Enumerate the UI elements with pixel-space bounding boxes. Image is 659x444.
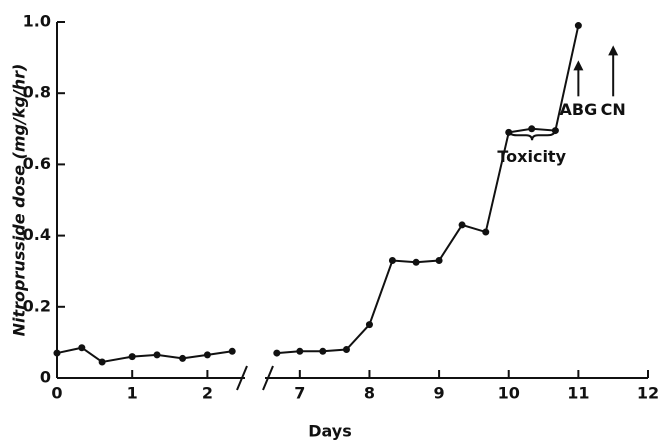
data-point [412,258,420,266]
annotation-brace [507,129,557,141]
data-point [78,344,86,352]
y-tick-label: 0.4 [23,225,51,244]
data-point [296,347,304,355]
annotation-text: Toxicity [497,147,566,166]
annotation-text: ABG [560,100,598,119]
y-tick-label: 1.0 [23,12,51,31]
data-point [574,22,582,30]
data-point [365,321,373,329]
x-tick-label: 9 [434,384,445,403]
x-tick-label: 12 [637,384,659,403]
y-tick-label: 0.8 [23,83,51,102]
y-tick-label: 0.2 [23,296,51,315]
x-tick-label: 0 [51,384,62,403]
axis-break [236,365,248,391]
data-point [153,351,161,359]
x-tick-label: 2 [202,384,213,403]
axis-break [262,365,274,391]
data-point [128,353,136,361]
annotation-arrowhead [608,45,619,56]
y-tick-label: 0 [40,368,51,387]
data-point [342,346,350,354]
data-point [458,221,466,229]
y-axis-label: Nitroprusside dose (mg/kg/hr) [10,64,29,337]
x-tick-label: 7 [294,384,305,403]
y-tick-label: 0.6 [23,154,51,173]
annotation-text: CN [601,100,626,119]
data-point [435,257,443,265]
data-line [56,25,580,364]
x-tick-label: 11 [567,384,589,403]
x-tick-label: 8 [364,384,375,403]
annotation-arrowhead [573,60,584,71]
data-point [528,125,536,133]
data-point [273,349,281,357]
data-point [53,349,61,357]
x-tick-label: 10 [498,384,520,403]
x-tick-label: 1 [127,384,138,403]
data-point [388,257,396,265]
data-point [482,228,490,236]
x-axis-label: Days [308,422,352,441]
data-point [203,351,211,359]
data-point [228,347,236,355]
data-point [179,354,187,362]
data-point [98,358,106,366]
data-point [319,347,327,355]
